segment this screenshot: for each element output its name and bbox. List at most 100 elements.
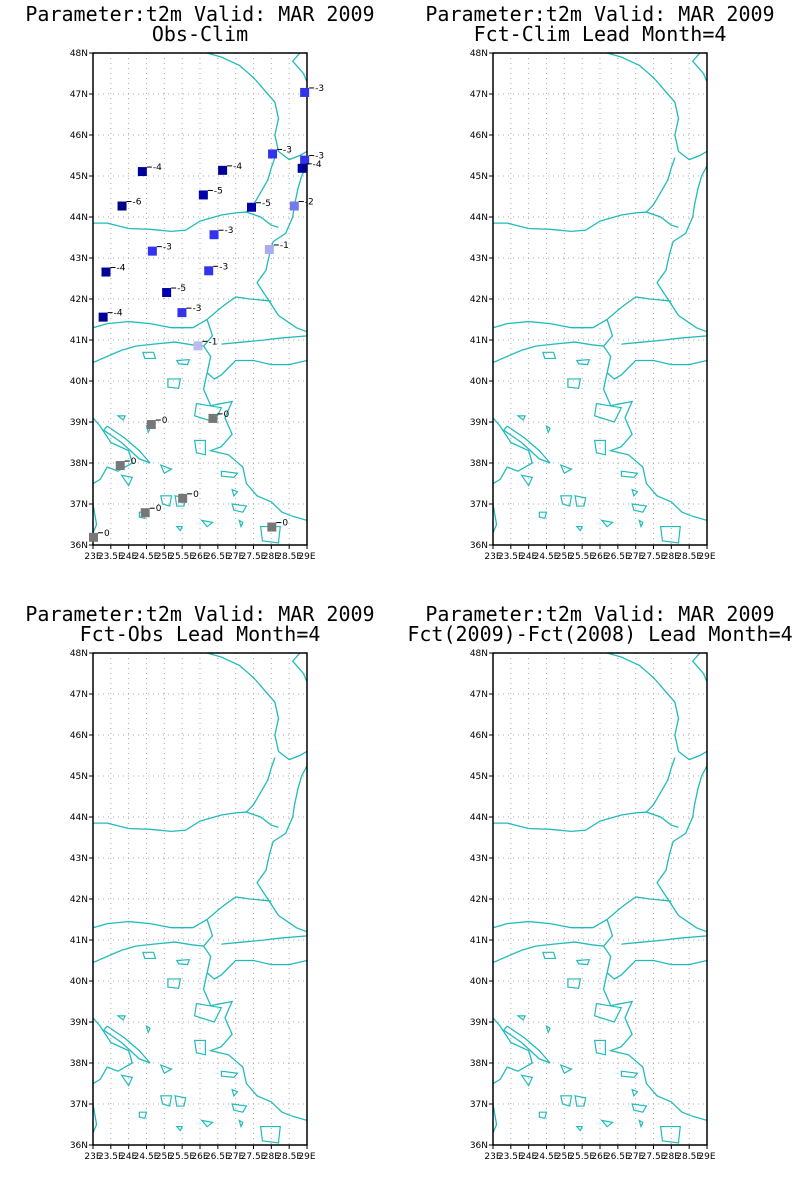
panel-title-line1: Parameter:t2m Valid: MAR 2009 <box>25 602 375 626</box>
lat-tick-label: 36N <box>70 1141 88 1151</box>
coastlines <box>493 653 707 1144</box>
station-value: -4 <box>233 162 242 172</box>
panel-fct-diff: Parameter:t2m Valid: MAR 2009 Fct(2009)-… <box>400 600 800 1200</box>
lat-tick-label: 38N <box>70 459 88 469</box>
lat-tick-label: 39N <box>470 1018 488 1028</box>
lat-tick-label: 37N <box>70 1100 88 1110</box>
coastlines <box>493 53 707 544</box>
station-marker <box>297 163 307 173</box>
lon-tick-label: 28.5E <box>676 1152 702 1162</box>
lon-tick-label: 26.5E <box>205 552 231 562</box>
lon-tick-label: 24.5E <box>534 1152 560 1162</box>
lat-tick-label: 36N <box>70 541 88 551</box>
station-value: -5 <box>214 186 223 196</box>
station-marker <box>98 312 108 322</box>
station-marker <box>162 288 172 298</box>
map-obs-clim: 48N47N46N45N44N43N42N41N40N39N38N37N36N2… <box>70 49 324 562</box>
lat-tick-label: 40N <box>470 977 488 987</box>
station-value: -4 <box>313 160 322 170</box>
lon-tick-label: 23E <box>484 1152 501 1162</box>
lon-tick-label: 23.5E <box>498 552 524 562</box>
lon-tick-label: 26E <box>191 1152 208 1162</box>
lat-tick-label: 41N <box>70 336 88 346</box>
lon-tick-label: 23E <box>84 552 101 562</box>
lat-tick-label: 41N <box>470 336 488 346</box>
lon-tick-label: 24E <box>120 552 137 562</box>
lon-tick-label: 29E <box>698 552 715 562</box>
lon-tick-label: 27E <box>227 1152 244 1162</box>
lat-tick-label: 37N <box>70 500 88 510</box>
lat-tick-label: 38N <box>70 1059 88 1069</box>
lon-tick-label: 26E <box>191 552 208 562</box>
lon-tick-label: 28.5E <box>676 552 702 562</box>
gridlines <box>93 653 307 1145</box>
lat-tick-label: 39N <box>470 418 488 428</box>
lon-tick-label: 29E <box>698 1152 715 1162</box>
gridlines <box>493 653 707 1145</box>
lat-tick-label: 43N <box>470 254 488 264</box>
lon-tick-label: 28E <box>663 1152 680 1162</box>
lat-tick-label: 44N <box>470 813 488 823</box>
station-value: -4 <box>153 163 162 173</box>
station-value: 0 <box>156 504 162 514</box>
lon-tick-label: 28E <box>663 552 680 562</box>
station-value: -6 <box>133 198 142 208</box>
station-marker <box>178 493 188 503</box>
lon-tick-label: 24E <box>120 1152 137 1162</box>
station-marker <box>289 201 299 211</box>
lat-tick-label: 45N <box>70 772 88 782</box>
lat-tick-label: 44N <box>70 813 88 823</box>
lat-tick-label: 44N <box>470 213 488 223</box>
station-marker <box>193 341 203 351</box>
lat-tick-label: 43N <box>470 854 488 864</box>
station-value: 0 <box>193 490 199 500</box>
lon-tick-label: 23E <box>84 1152 101 1162</box>
lon-tick-label: 27.5E <box>241 1152 267 1162</box>
lon-tick-label: 27E <box>627 1152 644 1162</box>
panel-title-line2: Fct-Obs Lead Month=4 <box>79 622 321 646</box>
lon-tick-label: 28E <box>263 552 280 562</box>
station-marker <box>267 522 277 532</box>
panel-fct-clim: Parameter:t2m Valid: MAR 2009 Fct-Clim L… <box>400 0 800 600</box>
lat-tick-label: 48N <box>470 49 488 59</box>
lon-tick-label: 26.5E <box>605 552 631 562</box>
station-marker <box>268 149 278 159</box>
panel-title-line1: Parameter:t2m Valid: MAR 2009 <box>25 2 375 26</box>
lat-tick-label: 45N <box>470 772 488 782</box>
lat-tick-label: 46N <box>470 731 488 741</box>
map-fct-diff: 48N47N46N45N44N43N42N41N40N39N38N37N36N2… <box>470 649 716 1162</box>
coastlines <box>93 53 307 544</box>
lon-tick-label: 25E <box>156 1152 173 1162</box>
lat-tick-label: 40N <box>70 377 88 387</box>
panel-title-line2: Fct(2009)-Fct(2008) Lead Month=4 <box>407 622 793 646</box>
lon-tick-label: 23.5E <box>98 552 124 562</box>
station-value: 0 <box>223 410 229 420</box>
lon-tick-label: 23.5E <box>498 1152 524 1162</box>
lat-tick-label: 46N <box>70 131 88 141</box>
station-value: -3 <box>219 262 228 272</box>
lon-tick-label: 23.5E <box>98 1152 124 1162</box>
lon-tick-label: 29E <box>298 1152 315 1162</box>
lat-tick-label: 38N <box>470 1059 488 1069</box>
lon-tick-label: 26E <box>591 1152 608 1162</box>
gridlines <box>93 53 307 545</box>
lon-tick-label: 27E <box>627 552 644 562</box>
lon-tick-label: 25.5E <box>169 552 195 562</box>
station-value: -5 <box>177 284 186 294</box>
lon-tick-label: 28E <box>263 1152 280 1162</box>
lon-tick-label: 27.5E <box>641 1152 667 1162</box>
station-value: -3 <box>283 145 292 155</box>
lat-tick-label: 46N <box>470 131 488 141</box>
station-marker <box>264 244 274 254</box>
lat-tick-label: 46N <box>70 731 88 741</box>
station-value: -3 <box>192 304 201 314</box>
panel-obs-clim: Parameter:t2m Valid: MAR 2009 Obs-Clim 4… <box>0 0 400 600</box>
lon-tick-label: 27.5E <box>641 552 667 562</box>
station-marker <box>117 201 127 211</box>
map-fct-obs: 48N47N46N45N44N43N42N41N40N39N38N37N36N2… <box>70 649 316 1162</box>
station-marker <box>208 413 218 423</box>
station-marker <box>146 420 156 430</box>
station-value: 0 <box>282 519 288 529</box>
station-marker <box>140 508 150 518</box>
station-marker <box>247 202 257 212</box>
